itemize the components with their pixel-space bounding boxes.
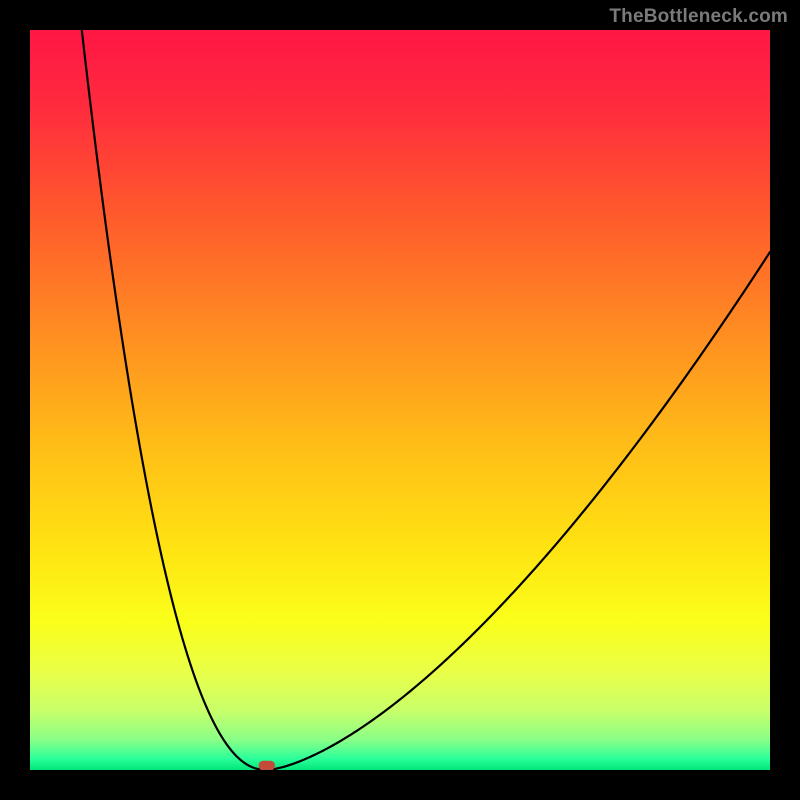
bottleneck-chart (30, 30, 770, 770)
minimum-marker (259, 761, 275, 770)
watermark-text: TheBottleneck.com (609, 6, 788, 28)
chart-area (30, 30, 770, 770)
gradient-background (30, 30, 770, 770)
